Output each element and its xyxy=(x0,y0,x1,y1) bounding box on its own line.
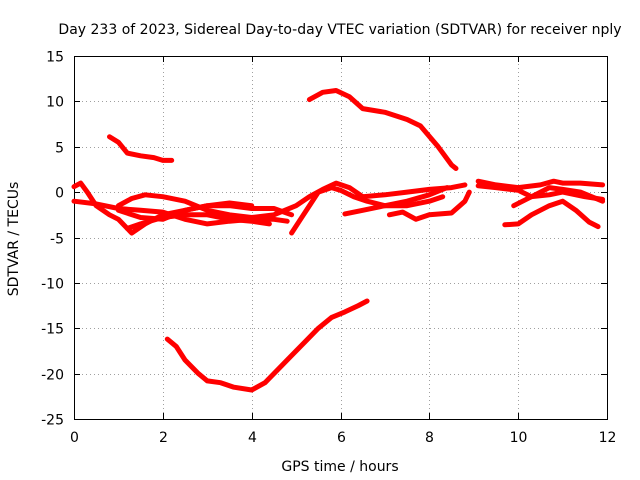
series-arc-m xyxy=(475,183,606,202)
x-tick-label: 8 xyxy=(425,430,434,446)
series-arc-b xyxy=(71,198,290,227)
series-arc-c xyxy=(115,180,468,220)
y-tick-label: -15 xyxy=(41,322,64,338)
series-arc-h xyxy=(306,88,459,171)
series-arc-l xyxy=(475,178,606,191)
y-tick-label: 10 xyxy=(46,95,64,111)
y-tick-label: -20 xyxy=(41,368,64,384)
x-tick-label: 0 xyxy=(70,430,79,446)
series-arc-k xyxy=(164,298,370,393)
x-tick-label: 2 xyxy=(159,430,168,446)
series-arc-e xyxy=(124,212,272,231)
y-axis-label: SDTVAR / TECUs xyxy=(6,182,22,297)
chart-title: Day 233 of 2023, Sidereal Day-to-day VTE… xyxy=(58,22,621,38)
x-tick-label: 10 xyxy=(510,430,528,446)
series-arc-i xyxy=(342,185,450,217)
y-tick-label: 0 xyxy=(55,186,64,202)
series-arc-j xyxy=(386,189,472,222)
x-axis-label: GPS time / hours xyxy=(281,459,398,475)
x-tick-label: 6 xyxy=(337,430,346,446)
series-arc-d xyxy=(115,200,255,222)
grid xyxy=(74,56,607,419)
y-tick-label: 15 xyxy=(46,50,64,66)
x-tick-label: 12 xyxy=(599,430,617,446)
series-arc-f xyxy=(107,134,175,163)
series-group xyxy=(71,88,606,393)
y-tick-label: 5 xyxy=(55,141,64,157)
y-tick-label: -25 xyxy=(41,413,64,429)
x-tick-label: 4 xyxy=(248,430,257,446)
y-tick-label: -5 xyxy=(50,232,64,248)
series-arc-o xyxy=(502,198,601,230)
axis-ticks: 0 2 4 6 8 10 12 15 10 5 0 -5 -10 -15 -20 -25 xyxy=(41,50,616,447)
series-arc-n xyxy=(511,185,606,209)
y-tick-label: -10 xyxy=(41,277,64,293)
series-arc-g xyxy=(289,185,446,236)
